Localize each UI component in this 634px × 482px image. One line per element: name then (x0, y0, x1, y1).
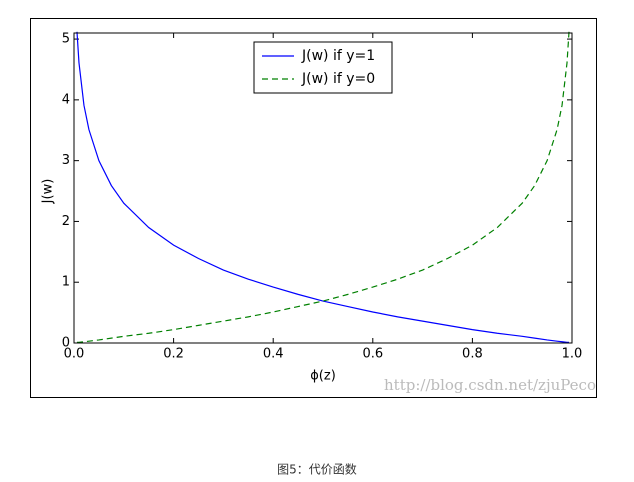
y-tick-label: 1 (62, 275, 70, 290)
x-tick-label: 1.0 (562, 347, 583, 362)
plot-frame (73, 32, 573, 344)
y-axis-label: J(w) (41, 179, 56, 205)
x-tick-label: 0.0 (64, 347, 85, 362)
y-tick-label: 5 (62, 32, 70, 47)
y-tick-label: 4 (62, 92, 70, 107)
x-tick-label: 0.8 (462, 347, 483, 362)
x-tick-label: 0.4 (263, 347, 284, 362)
watermark: http://blog.csdn.net/zjuPeco (384, 376, 596, 394)
caption: 图5：代价函数 (277, 462, 357, 477)
x-tick-label: 0.6 (362, 347, 383, 362)
x-tick-label: 0.2 (163, 347, 184, 362)
series-line (76, 31, 570, 343)
y-tick-label: 2 (62, 214, 70, 229)
legend-label: J(w) if y=0 (301, 71, 375, 87)
x-axis-label: ϕ(z) (310, 369, 336, 384)
legend-box (253, 41, 393, 94)
y-tick-label: 0 (62, 336, 70, 351)
y-tick-label: 3 (62, 153, 70, 168)
legend-label: J(w) if y=1 (301, 48, 375, 64)
series-line (76, 31, 570, 343)
